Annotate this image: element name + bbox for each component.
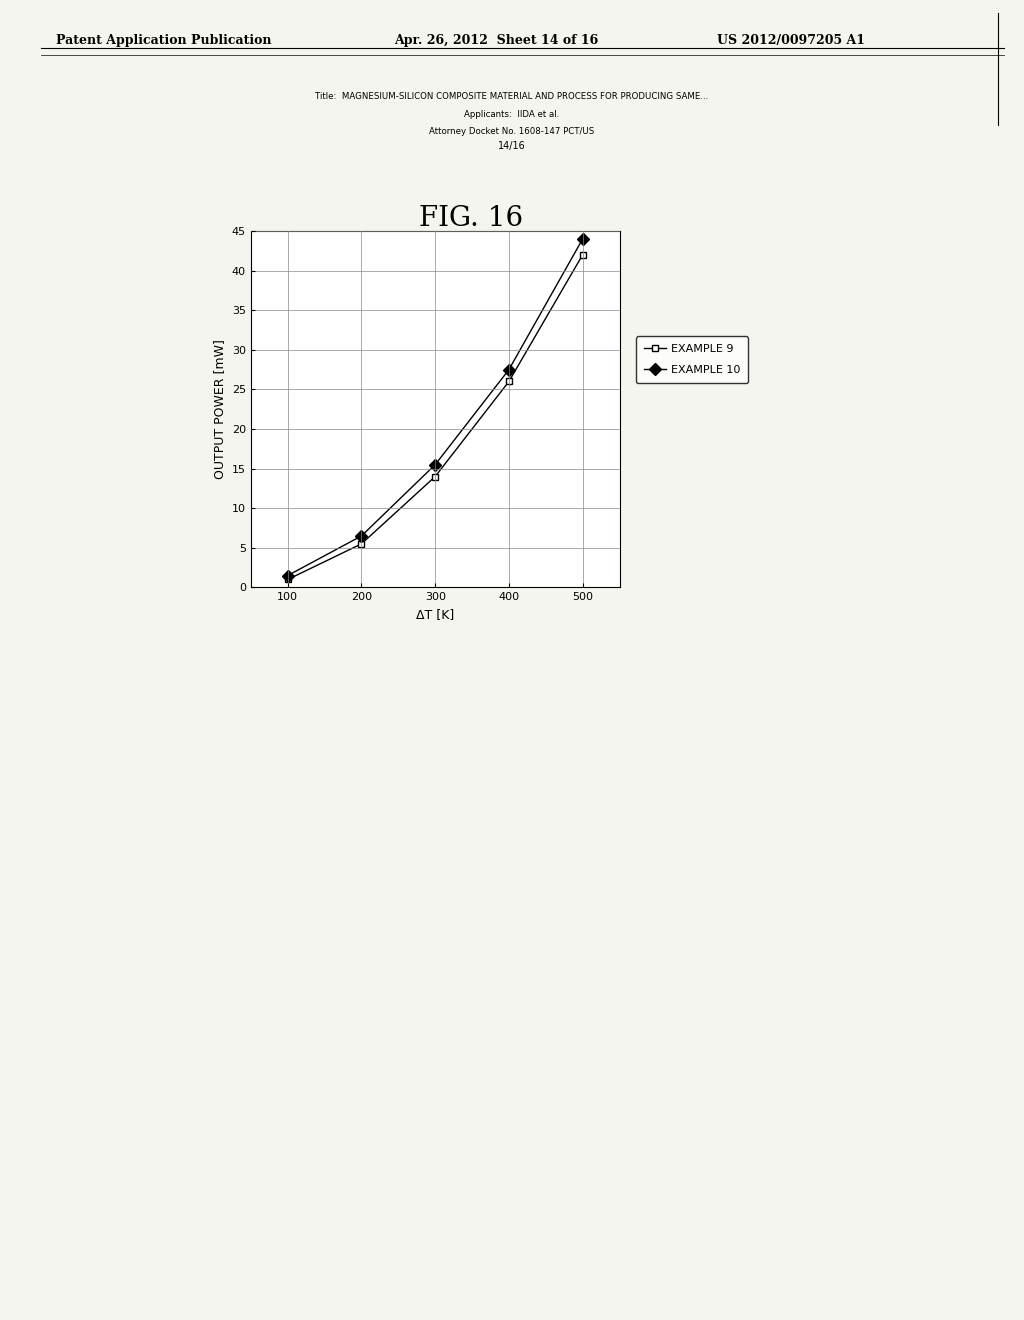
EXAMPLE 10: [429, 457, 441, 473]
Text: FIG. 16: FIG. 16: [419, 205, 523, 231]
Y-axis label: OUTPUT POWER [mW]: OUTPUT POWER [mW]: [213, 339, 226, 479]
EXAMPLE 10: [577, 231, 589, 247]
EXAMPLE 9: [503, 374, 515, 389]
X-axis label: ΔT [K]: ΔT [K]: [416, 607, 455, 620]
Line: EXAMPLE 10: EXAMPLE 10: [284, 235, 587, 579]
Text: Attorney Docket No. 1608-147 PCT/US: Attorney Docket No. 1608-147 PCT/US: [429, 127, 595, 136]
Line: EXAMPLE 9: EXAMPLE 9: [285, 251, 586, 583]
EXAMPLE 9: [355, 536, 368, 552]
EXAMPLE 9: [282, 572, 294, 587]
EXAMPLE 9: [577, 247, 589, 263]
Legend: EXAMPLE 9, EXAMPLE 10: EXAMPLE 9, EXAMPLE 10: [636, 337, 748, 383]
EXAMPLE 10: [503, 362, 515, 378]
EXAMPLE 9: [429, 469, 441, 484]
Text: 14/16: 14/16: [498, 141, 526, 152]
EXAMPLE 10: [355, 528, 368, 544]
Text: US 2012/0097205 A1: US 2012/0097205 A1: [717, 34, 865, 48]
EXAMPLE 10: [282, 568, 294, 583]
Text: Title:  MAGNESIUM-SILICON COMPOSITE MATERIAL AND PROCESS FOR PRODUCING SAME...: Title: MAGNESIUM-SILICON COMPOSITE MATER…: [315, 92, 709, 102]
Text: Apr. 26, 2012  Sheet 14 of 16: Apr. 26, 2012 Sheet 14 of 16: [394, 34, 598, 48]
Text: Applicants:  IIDA et al.: Applicants: IIDA et al.: [464, 110, 560, 119]
Text: Patent Application Publication: Patent Application Publication: [56, 34, 271, 48]
